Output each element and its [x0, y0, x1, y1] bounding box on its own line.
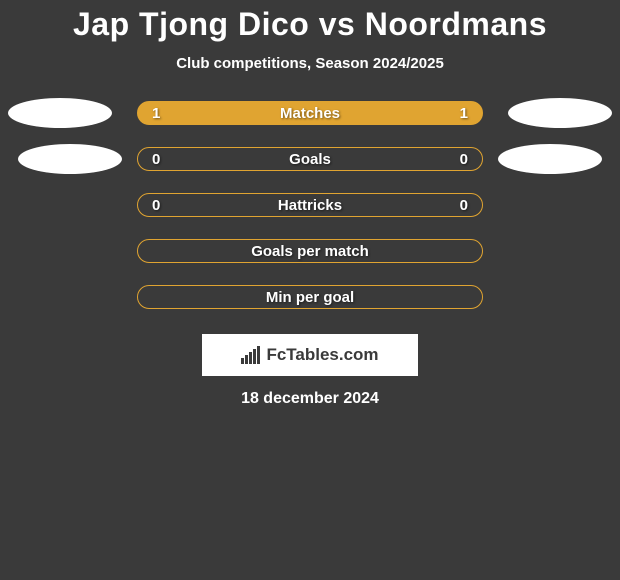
logo-text: FcTables.com	[266, 345, 378, 365]
stat-left-value: 0	[152, 151, 160, 168]
player-left-ellipse	[18, 144, 122, 174]
stat-row-min-per-goal: Min per goal	[0, 284, 620, 310]
logo-bar	[241, 358, 244, 364]
date-text: 18 december 2024	[241, 390, 379, 408]
player-left-ellipse	[8, 98, 112, 128]
stat-bar-goals-per-match: Goals per match	[137, 239, 483, 263]
player-right-ellipse	[498, 144, 602, 174]
stats-area: 1 Matches 1 0 Goals 0 0 Hattricks 0	[0, 100, 620, 408]
stat-row-matches: 1 Matches 1	[0, 100, 620, 126]
stat-row-goals: 0 Goals 0	[0, 146, 620, 172]
stat-right-value: 1	[460, 105, 468, 122]
stat-label: Min per goal	[152, 289, 468, 306]
stat-left-value: 0	[152, 197, 160, 214]
logo-bar	[253, 349, 256, 364]
stat-right-value: 0	[460, 197, 468, 214]
logo-bar	[245, 355, 248, 364]
stat-row-hattricks: 0 Hattricks 0	[0, 192, 620, 218]
subtitle: Club competitions, Season 2024/2025	[176, 55, 444, 72]
stat-left-value: 1	[152, 105, 160, 122]
stat-bar-hattricks: 0 Hattricks 0	[137, 193, 483, 217]
stat-bar-matches: 1 Matches 1	[137, 101, 483, 125]
stat-label: Matches	[152, 105, 468, 122]
player-right-ellipse	[508, 98, 612, 128]
logo-bar	[249, 352, 252, 364]
logo-box: FcTables.com	[202, 334, 418, 376]
stat-right-value: 0	[460, 151, 468, 168]
stat-label: Goals per match	[152, 243, 468, 260]
logo-bar	[257, 346, 260, 364]
comparison-infographic: Jap Tjong Dico vs Noordmans Club competi…	[0, 0, 620, 580]
chart-icon	[241, 346, 260, 364]
stat-label: Hattricks	[152, 197, 468, 214]
stat-row-goals-per-match: Goals per match	[0, 238, 620, 264]
stat-bar-min-per-goal: Min per goal	[137, 285, 483, 309]
page-title: Jap Tjong Dico vs Noordmans	[73, 6, 547, 43]
stat-bar-goals: 0 Goals 0	[137, 147, 483, 171]
stat-label: Goals	[152, 151, 468, 168]
